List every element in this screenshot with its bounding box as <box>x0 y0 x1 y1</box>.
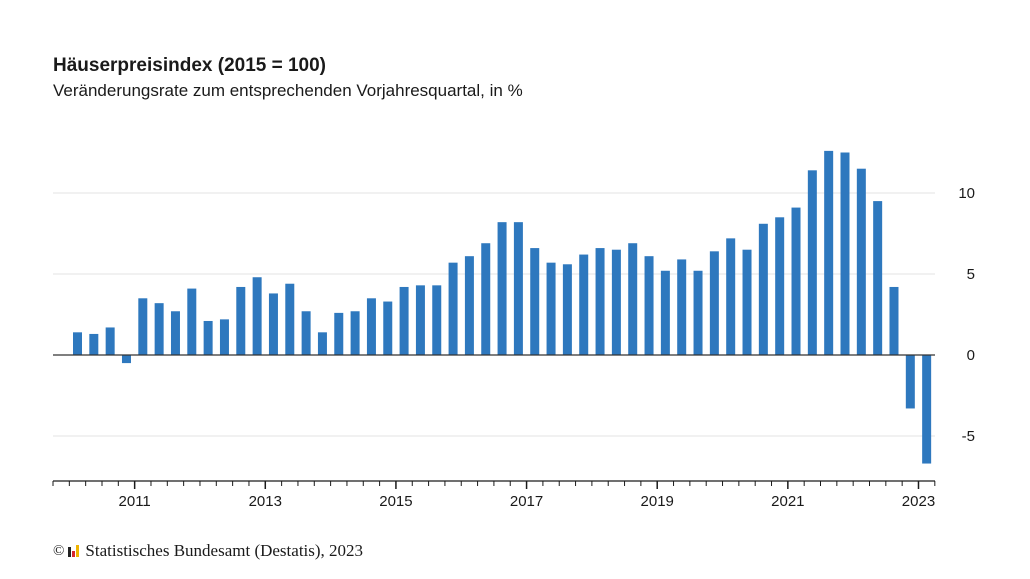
bar-2020-Q4 <box>775 217 785 355</box>
x-tick-label: 2013 <box>249 493 282 510</box>
bar-2022-Q1 <box>856 168 866 355</box>
bar-2021-Q4 <box>840 152 850 355</box>
y-tick-label: 10 <box>958 185 975 202</box>
bar-2016-Q3 <box>497 222 507 355</box>
bar-2010-Q3 <box>105 327 115 355</box>
bar-2022-Q3 <box>889 286 899 355</box>
bar-2018-Q3 <box>628 243 638 355</box>
bar-2014-Q1 <box>334 312 344 355</box>
bar-2015-Q2 <box>415 285 425 355</box>
bars <box>73 150 932 464</box>
bar-2020-Q3 <box>758 223 768 355</box>
source-text: Statistisches Bundesamt (Destatis), 2023 <box>85 541 364 560</box>
bar-2014-Q3 <box>366 298 376 355</box>
bar-2019-Q2 <box>677 259 687 355</box>
bar-2014-Q4 <box>383 301 393 355</box>
copyright-symbol: © <box>53 542 65 559</box>
bar-2012-Q3 <box>236 286 246 355</box>
chart-subtitle: Veränderungsrate zum entsprechenden Vorj… <box>53 81 523 100</box>
bar-2010-Q2 <box>89 333 99 355</box>
bar-2019-Q3 <box>693 270 703 355</box>
chart-title: Häuserpreisindex (2015 = 100) <box>53 55 327 76</box>
bar-2015-Q4 <box>448 262 458 355</box>
bar-2011-Q2 <box>154 303 164 355</box>
bar-2015-Q3 <box>432 285 442 355</box>
bar-2011-Q3 <box>170 311 180 355</box>
bar-2023-Q1 <box>922 355 932 464</box>
bar-2017-Q1 <box>530 248 540 355</box>
bar-2018-Q4 <box>644 256 654 355</box>
x-tick-label: 2017 <box>510 493 543 510</box>
bar-2021-Q2 <box>807 170 817 355</box>
gridlines <box>53 192 935 437</box>
bar-2015-Q1 <box>399 286 409 355</box>
bar-2022-Q2 <box>873 201 883 355</box>
bar-2017-Q2 <box>546 262 556 355</box>
bar-2013-Q2 <box>285 283 295 355</box>
tick-labels: -5 0 5 10 2011 2013 2015 2017 2019 2021 2023 <box>119 185 975 510</box>
bar-2012-Q2 <box>219 319 229 355</box>
axes <box>52 354 936 489</box>
x-tick-label: 2015 <box>379 493 412 510</box>
x-tick-label: 2019 <box>641 493 674 510</box>
bar-2022-Q4 <box>905 355 915 409</box>
bar-2018-Q1 <box>595 248 605 355</box>
y-tick-label: 0 <box>967 347 975 364</box>
destatis-logo-icon <box>68 545 80 557</box>
bar-2020-Q2 <box>742 249 752 355</box>
bar-2016-Q4 <box>513 222 523 355</box>
bar-2019-Q1 <box>660 270 670 355</box>
x-tick-label: 2011 <box>119 493 151 510</box>
bar-2021-Q3 <box>824 150 834 355</box>
x-tick-label: 2023 <box>902 493 935 510</box>
bar-2016-Q2 <box>481 243 491 355</box>
bar-2018-Q2 <box>611 249 621 355</box>
bar-2014-Q2 <box>350 311 360 355</box>
bar-2013-Q1 <box>268 293 278 355</box>
bar-2017-Q3 <box>562 264 572 355</box>
bar-2011-Q1 <box>138 298 148 355</box>
x-tick-label: 2021 <box>771 493 804 510</box>
source-footer: © Statistisches Bundesamt (Destatis), 20… <box>53 541 363 561</box>
bar-2013-Q4 <box>317 332 327 355</box>
y-tick-label: 5 <box>967 266 975 283</box>
bar-2010-Q1 <box>73 332 82 355</box>
bar-2012-Q1 <box>203 320 213 355</box>
bar-2021-Q1 <box>791 207 801 355</box>
y-tick-label: -5 <box>962 428 975 445</box>
bar-2016-Q1 <box>464 256 474 355</box>
bar-2010-Q4 <box>121 355 131 364</box>
bar-2019-Q4 <box>709 251 719 355</box>
bar-2011-Q4 <box>187 288 197 355</box>
bar-2020-Q1 <box>726 238 736 355</box>
bar-2012-Q4 <box>252 277 262 355</box>
bar-2013-Q3 <box>301 311 311 355</box>
bar-2017-Q4 <box>579 254 589 355</box>
